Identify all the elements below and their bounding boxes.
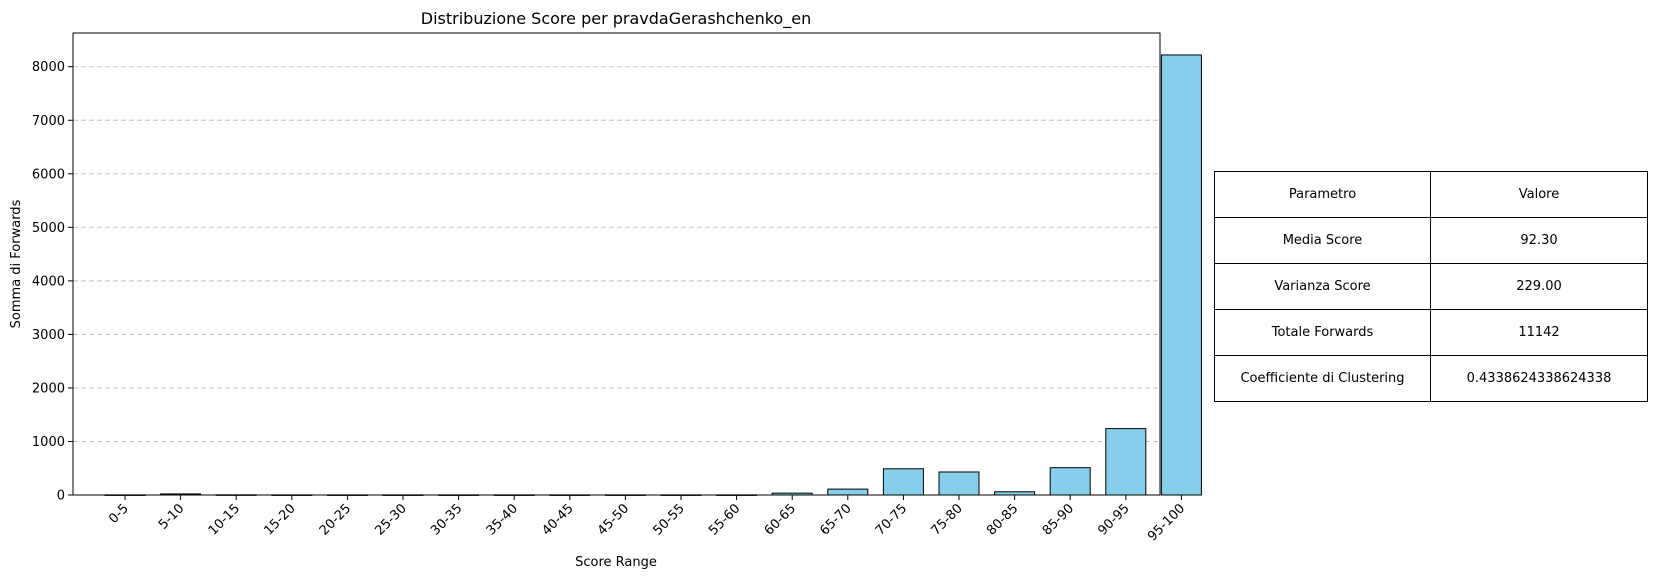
x-tick-label: 80-85 [984, 501, 1021, 538]
table-row: Totale Forwards 11142 [1213, 309, 1648, 356]
y-tick-label: 6000 [32, 167, 65, 182]
x-tick-label: 15-20 [261, 501, 298, 538]
table-header-row: Parametro Valore [1213, 171, 1648, 218]
y-axis-label: Somma di Forwards [9, 199, 24, 328]
x-tick-label: 40-45 [539, 501, 576, 538]
stats-table: Parametro Valore Media Score 92.30 Varia… [1213, 171, 1648, 402]
x-tick-label: 10-15 [206, 501, 243, 538]
plot-frame [72, 32, 1161, 496]
header-cell-valore: Valore [1430, 171, 1648, 218]
table-row: Varianza Score 229.00 [1213, 263, 1648, 310]
x-tick-label: 75-80 [929, 501, 966, 538]
value-cell: 11142 [1430, 309, 1648, 356]
x-tick-label: 85-90 [1040, 501, 1077, 538]
bar-95-100 [1160, 54, 1202, 496]
x-tick-label: 35-40 [484, 501, 521, 538]
value-cell: 92.30 [1430, 217, 1648, 264]
x-tick-label: 30-35 [428, 501, 465, 538]
bars [104, 54, 1202, 496]
x-tick-label: 55-60 [706, 501, 743, 538]
x-tick-label: 60-65 [762, 501, 799, 538]
x-tick-label: 50-55 [651, 501, 688, 538]
bar-75-80 [938, 471, 980, 496]
x-tick-label: 0-5 [106, 501, 132, 527]
y-tick-label: 8000 [32, 60, 65, 75]
param-cell: Coefficiente di Clustering [1213, 355, 1432, 402]
grid-lines [73, 66, 1160, 442]
table-row: Media Score 92.30 [1213, 217, 1648, 264]
bar-65-70 [827, 488, 869, 496]
value-cell: 0.4338624338624338 [1430, 355, 1648, 402]
y-tick-label: 3000 [32, 328, 65, 343]
header-cell-parametro: Parametro [1213, 171, 1432, 218]
y-axis-ticks: 0 1000 2000 3000 4000 5000 6000 7000 8000 [32, 60, 73, 504]
y-tick-label: 1000 [32, 435, 65, 450]
x-tick-label: 65-70 [817, 501, 854, 538]
x-tick-label: 20-25 [317, 501, 354, 538]
x-tick-label: 70-75 [873, 501, 910, 538]
param-cell: Varianza Score [1213, 263, 1432, 310]
y-tick-label: 2000 [32, 381, 65, 396]
y-tick-label: 0 [57, 489, 65, 504]
value-cell: 229.00 [1430, 263, 1648, 310]
x-tick-label: 45-50 [595, 501, 632, 538]
bar-90-95 [1105, 428, 1147, 496]
x-tick-label: 25-30 [373, 501, 410, 538]
table-row: Coefficiente di Clustering 0.43386243386… [1213, 355, 1648, 402]
y-tick-label: 5000 [32, 221, 65, 236]
x-axis-ticks: 0-5 5-10 10-15 15-20 20-25 25-30 30-35 35-40 40-… [106, 495, 1188, 544]
bar-70-75 [882, 468, 924, 496]
x-axis-label: Score Range [575, 555, 657, 570]
chart-title: Distribuzione Score per pravdaGerashchen… [421, 9, 811, 29]
bar-85-90 [1049, 467, 1091, 496]
x-tick-label: 95-100 [1145, 501, 1188, 544]
param-cell: Totale Forwards [1213, 309, 1432, 356]
y-tick-label: 4000 [32, 274, 65, 289]
param-cell: Media Score [1213, 217, 1432, 264]
x-tick-label: 5-10 [156, 501, 187, 532]
y-tick-label: 7000 [32, 114, 65, 129]
x-tick-label: 90-95 [1095, 501, 1132, 538]
